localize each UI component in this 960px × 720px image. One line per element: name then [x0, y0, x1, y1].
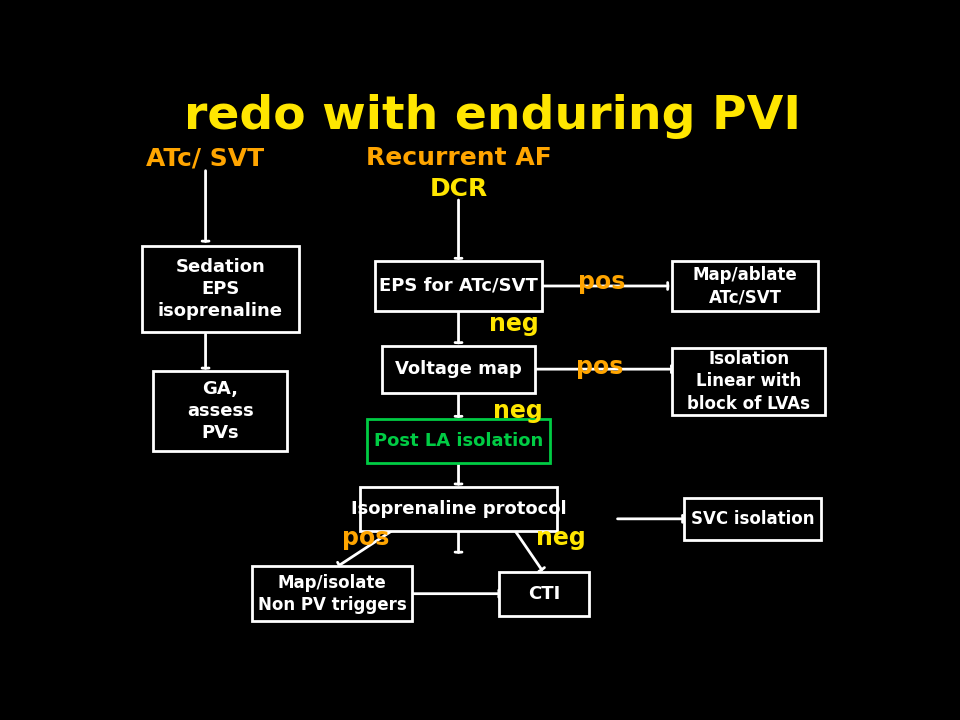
Text: neg: neg — [490, 312, 540, 336]
Text: ATc/ SVT: ATc/ SVT — [147, 146, 265, 171]
Text: pos: pos — [576, 356, 624, 379]
Text: CTI: CTI — [528, 585, 561, 603]
FancyBboxPatch shape — [672, 348, 825, 415]
Text: GA,
assess
PVs: GA, assess PVs — [187, 379, 253, 442]
Text: Sedation
EPS
isoprenaline: Sedation EPS isoprenaline — [158, 258, 283, 320]
Text: Voltage map: Voltage map — [396, 360, 522, 378]
FancyBboxPatch shape — [499, 572, 588, 616]
FancyBboxPatch shape — [684, 498, 821, 539]
FancyBboxPatch shape — [142, 246, 299, 332]
Text: pos: pos — [579, 269, 626, 294]
FancyBboxPatch shape — [252, 566, 412, 621]
FancyBboxPatch shape — [360, 487, 557, 531]
Text: Isoprenaline protocol: Isoprenaline protocol — [350, 500, 566, 518]
Text: redo with enduring PVI: redo with enduring PVI — [183, 94, 801, 140]
Text: pos: pos — [342, 526, 389, 550]
FancyBboxPatch shape — [374, 261, 542, 311]
Text: neg: neg — [537, 526, 586, 550]
FancyBboxPatch shape — [672, 261, 818, 311]
FancyBboxPatch shape — [368, 419, 550, 464]
FancyBboxPatch shape — [382, 346, 535, 392]
Text: Post LA isolation: Post LA isolation — [373, 432, 543, 450]
Text: Isolation
Linear with
block of LVAs: Isolation Linear with block of LVAs — [687, 350, 810, 413]
Text: Map/isolate
Non PV triggers: Map/isolate Non PV triggers — [257, 574, 406, 613]
Text: neg: neg — [493, 399, 543, 423]
Text: SVC isolation: SVC isolation — [690, 510, 814, 528]
Text: DCR: DCR — [429, 177, 488, 201]
Text: Recurrent AF: Recurrent AF — [366, 146, 551, 171]
Text: Map/ablate
ATc/SVT: Map/ablate ATc/SVT — [692, 266, 798, 306]
FancyBboxPatch shape — [154, 371, 287, 451]
Text: EPS for ATc/SVT: EPS for ATc/SVT — [379, 277, 538, 295]
